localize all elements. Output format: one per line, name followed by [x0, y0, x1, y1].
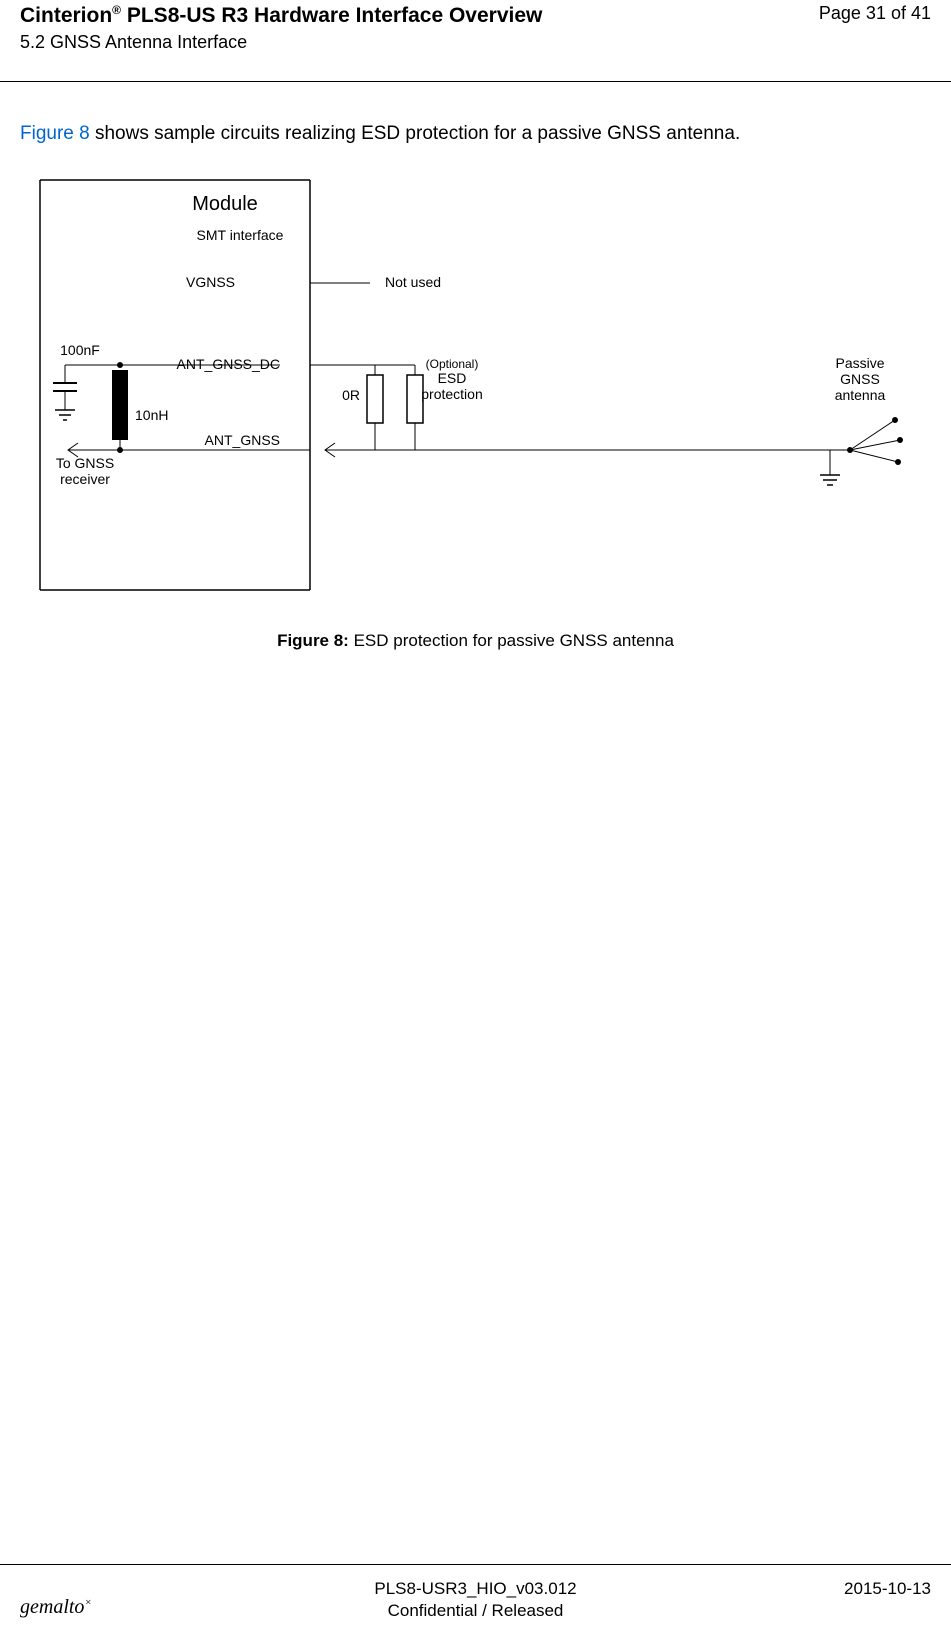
footer-center: PLS8-USR3_HIO_v03.012 Confidential / Rel…	[0, 1578, 951, 1622]
header: Cinterion® PLS8-US R3 Hardware Interface…	[0, 0, 951, 55]
to-gnss-label-2: receiver	[60, 471, 110, 487]
antenna-type-1: Passive	[835, 355, 884, 371]
title-rest: PLS8-US R3 Hardware Interface Overview	[121, 4, 542, 27]
ant-gnss-label: ANT_GNSS	[205, 432, 280, 448]
antenna-type-2: GNSS	[840, 371, 880, 387]
not-used-label: Not used	[385, 274, 441, 290]
to-gnss-label-1: To GNSS	[56, 455, 114, 471]
ant-gnss-dc-label: ANT_GNSS_DC	[177, 356, 280, 372]
intro-rest: shows sample circuits realizing ESD prot…	[90, 123, 741, 144]
antenna-type-3: antenna	[835, 387, 886, 403]
doc-title: Cinterion® PLS8-US R3 Hardware Interface…	[20, 0, 931, 29]
esd-optional-label: (Optional)	[426, 357, 479, 371]
intro-paragraph: Figure 8 shows sample circuits realizing…	[20, 122, 931, 147]
capacitor-label: 100nF	[60, 342, 100, 358]
figure-caption: Figure 8: ESD protection for passive GNS…	[0, 630, 951, 652]
smt-interface-label: SMT interface	[197, 227, 284, 243]
resistor-label: 0R	[342, 387, 360, 403]
section-subtitle: 5.2 GNSS Antenna Interface	[20, 31, 931, 54]
esd-label-2: protection	[421, 386, 482, 402]
caption-rest: ESD protection for passive GNSS antenna	[349, 631, 674, 650]
page-number: Page 31 of 41	[819, 2, 931, 25]
title-prefix: Cinterion	[20, 4, 112, 27]
footer: gemalto× PLS8-USR3_HIO_v03.012 Confident…	[0, 1578, 951, 1626]
vgnss-label: VGNSS	[186, 274, 235, 290]
footer-rule	[0, 1564, 951, 1565]
caption-bold: Figure 8:	[277, 631, 349, 650]
esd-label-1: ESD	[438, 370, 467, 386]
header-rule	[0, 81, 951, 82]
module-label: Module	[192, 193, 258, 215]
doc-id: PLS8-USR3_HIO_v03.012	[0, 1578, 951, 1600]
circuit-diagram: Module SMT interface VGNSS Not used ANT_…	[20, 170, 930, 630]
footer-date: 2015-10-13	[844, 1578, 931, 1600]
inductor-label: 10nH	[135, 407, 168, 423]
doc-status: Confidential / Released	[0, 1600, 951, 1622]
reg-mark: ®	[112, 3, 121, 17]
figure-link[interactable]: Figure 8	[20, 123, 90, 144]
